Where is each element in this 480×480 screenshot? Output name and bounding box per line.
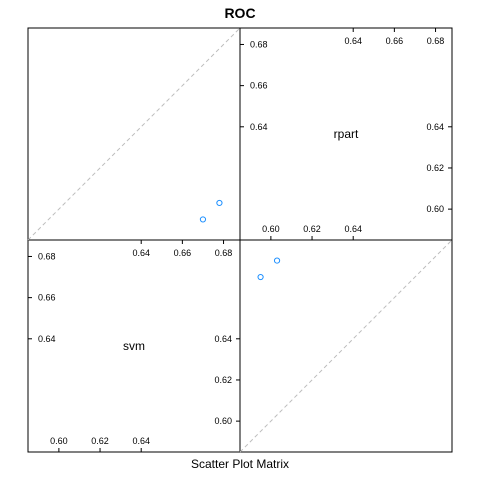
x-axis-label: Scatter Plot Matrix xyxy=(191,457,289,471)
svm-bottom-tick-0: 0.60 xyxy=(50,436,68,446)
point-rpart-vs-svm-0 xyxy=(273,257,281,264)
rpart-left-tick-1: 0.66 xyxy=(250,81,268,91)
rpart-top-tick-1: 0.66 xyxy=(386,36,404,46)
svm-left-tick-2: 0.68 xyxy=(38,251,56,261)
point-svm-vs-rpart-0 xyxy=(216,199,223,207)
svm-top-tick-0: 0.64 xyxy=(132,248,150,258)
rpart-top-tick-0: 0.64 xyxy=(344,36,362,46)
point-svm-vs-rpart-1 xyxy=(199,216,207,223)
svm-right-tick-1: 0.62 xyxy=(214,375,232,385)
reference-diagonal-bottom-right xyxy=(239,239,453,453)
svm-right-tick-0: 0.60 xyxy=(214,416,232,426)
rpart-left-tick-0: 0.64 xyxy=(250,122,268,132)
rpart-bottom-tick-2: 0.64 xyxy=(344,224,362,234)
rpart-right-tick-0: 0.60 xyxy=(426,204,444,214)
svm-top-tick-1: 0.66 xyxy=(174,248,192,258)
panel-frame-r1-c1 xyxy=(239,239,453,453)
svm-bottom-tick-1: 0.62 xyxy=(91,436,109,446)
rpart-left-tick-2: 0.68 xyxy=(250,39,268,49)
chart-title: ROC xyxy=(224,5,255,21)
variable-label-rpart: rpart xyxy=(334,127,359,141)
rpart-top-tick-2: 0.68 xyxy=(427,36,445,46)
svm-bottom-tick-2: 0.64 xyxy=(132,436,150,446)
svm-left-tick-1: 0.66 xyxy=(38,293,56,303)
svm-right-tick-2: 0.64 xyxy=(214,334,232,344)
reference-diagonal-top-left xyxy=(27,27,241,241)
rpart-right-tick-2: 0.64 xyxy=(426,122,444,132)
svm-top-tick-2: 0.68 xyxy=(215,248,233,258)
rpart-bottom-tick-0: 0.60 xyxy=(262,224,280,234)
svm-left-tick-0: 0.64 xyxy=(38,334,56,344)
panels-group: rpart svm 0.64 0.64 0.66 0.66 0.68 0.68 0.60 0.60… xyxy=(27,27,453,453)
rpart-bottom-tick-1: 0.62 xyxy=(303,224,321,234)
rpart-right-tick-1: 0.62 xyxy=(426,163,444,173)
point-rpart-vs-svm-1 xyxy=(257,273,264,281)
variable-label-svm: svm xyxy=(123,339,145,353)
